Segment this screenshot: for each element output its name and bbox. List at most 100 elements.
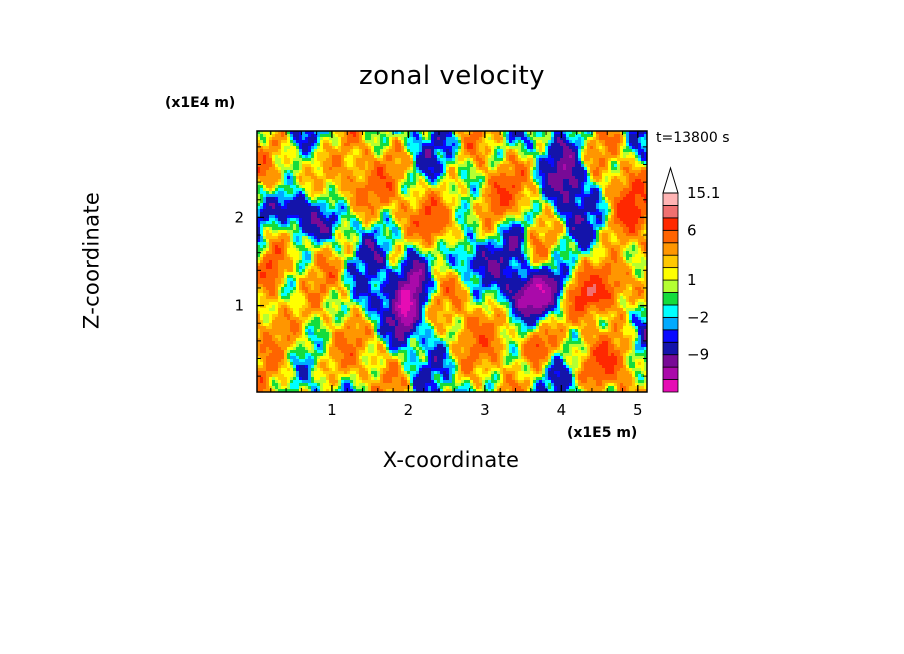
field-cell (449, 224, 453, 228)
field-cell (431, 137, 435, 141)
field-cell (296, 143, 300, 147)
field-cell (386, 215, 390, 219)
field-cell (443, 197, 447, 201)
field-cell (404, 161, 408, 165)
field-cell (263, 179, 267, 183)
field-cell (614, 140, 618, 144)
field-cell (629, 206, 633, 210)
field-cell (356, 191, 360, 195)
field-cell (344, 224, 348, 228)
field-cell (452, 143, 456, 147)
field-cell (305, 149, 309, 153)
field-cell (341, 221, 345, 225)
field-cell (389, 188, 393, 192)
field-cell (596, 239, 600, 243)
field-cell (299, 233, 303, 237)
field-cell (605, 161, 609, 165)
field-cell (458, 185, 462, 189)
field-cell (314, 188, 318, 192)
field-cell (383, 242, 387, 246)
field-cell (266, 218, 270, 222)
field-cell (485, 209, 489, 213)
field-cell (314, 173, 318, 177)
field-cell (380, 152, 384, 156)
field-cell (323, 200, 327, 204)
field-cell (575, 242, 579, 246)
field-cell (260, 137, 264, 141)
field-cell (419, 233, 423, 237)
field-cell (587, 212, 591, 216)
field-cell (473, 140, 477, 144)
field-cell (263, 191, 267, 195)
field-cell (593, 161, 597, 165)
field-cell (470, 182, 474, 186)
field-cell (632, 149, 636, 153)
field-cell (599, 242, 603, 246)
field-cell (644, 155, 647, 159)
field-cell (629, 158, 633, 162)
field-cell (512, 215, 516, 219)
field-cell (275, 224, 279, 228)
field-cell (407, 245, 411, 249)
field-cell (269, 242, 273, 246)
field-cell (305, 236, 309, 240)
field-cell (527, 152, 531, 156)
field-cell (644, 239, 647, 243)
field-cell (296, 158, 300, 162)
field-cell (596, 233, 600, 237)
field-cell (482, 239, 486, 243)
field-cell (515, 224, 519, 228)
field-cell (530, 218, 534, 222)
field-cell (560, 140, 564, 144)
field-cell (269, 227, 273, 231)
field-cell (362, 131, 366, 135)
field-cell (356, 134, 360, 138)
field-cell (425, 164, 429, 168)
field-cell (401, 227, 405, 231)
field-cell (293, 200, 297, 204)
field-cell (524, 200, 528, 204)
field-cell (632, 236, 636, 240)
field-cell (350, 245, 354, 249)
field-cell (290, 233, 294, 237)
field-cell (272, 206, 276, 210)
field-cell (266, 143, 270, 147)
field-cell (398, 224, 402, 228)
field-cell (485, 218, 489, 222)
field-cell (599, 137, 603, 141)
field-cell (590, 206, 594, 210)
field-cell (299, 191, 303, 195)
field-cell (413, 149, 417, 153)
field-cell (617, 224, 621, 228)
field-cell (281, 197, 285, 201)
field-cell (365, 173, 369, 177)
field-cell (347, 239, 351, 243)
field-cell (527, 167, 531, 171)
field-cell (308, 215, 312, 219)
field-cell (572, 239, 576, 243)
field-cell (491, 134, 495, 138)
field-cell (596, 230, 600, 234)
field-cell (494, 143, 498, 147)
field-cell (386, 236, 390, 240)
field-cell (263, 173, 267, 177)
field-cell (365, 182, 369, 186)
field-cell (539, 188, 543, 192)
field-cell (353, 182, 357, 186)
field-cell (596, 227, 600, 231)
field-cell (506, 233, 510, 237)
field-cell (587, 149, 591, 153)
field-cell (323, 230, 327, 234)
field-cell (413, 173, 417, 177)
field-cell (518, 242, 522, 246)
field-cell (539, 215, 543, 219)
field-cell (383, 194, 387, 198)
field-cell (443, 242, 447, 246)
field-cell (413, 209, 417, 213)
field-cell (485, 236, 489, 240)
field-cell (629, 143, 633, 147)
field-cell (491, 182, 495, 186)
field-cell (524, 173, 528, 177)
field-cell (314, 239, 318, 243)
field-cell (551, 233, 555, 237)
